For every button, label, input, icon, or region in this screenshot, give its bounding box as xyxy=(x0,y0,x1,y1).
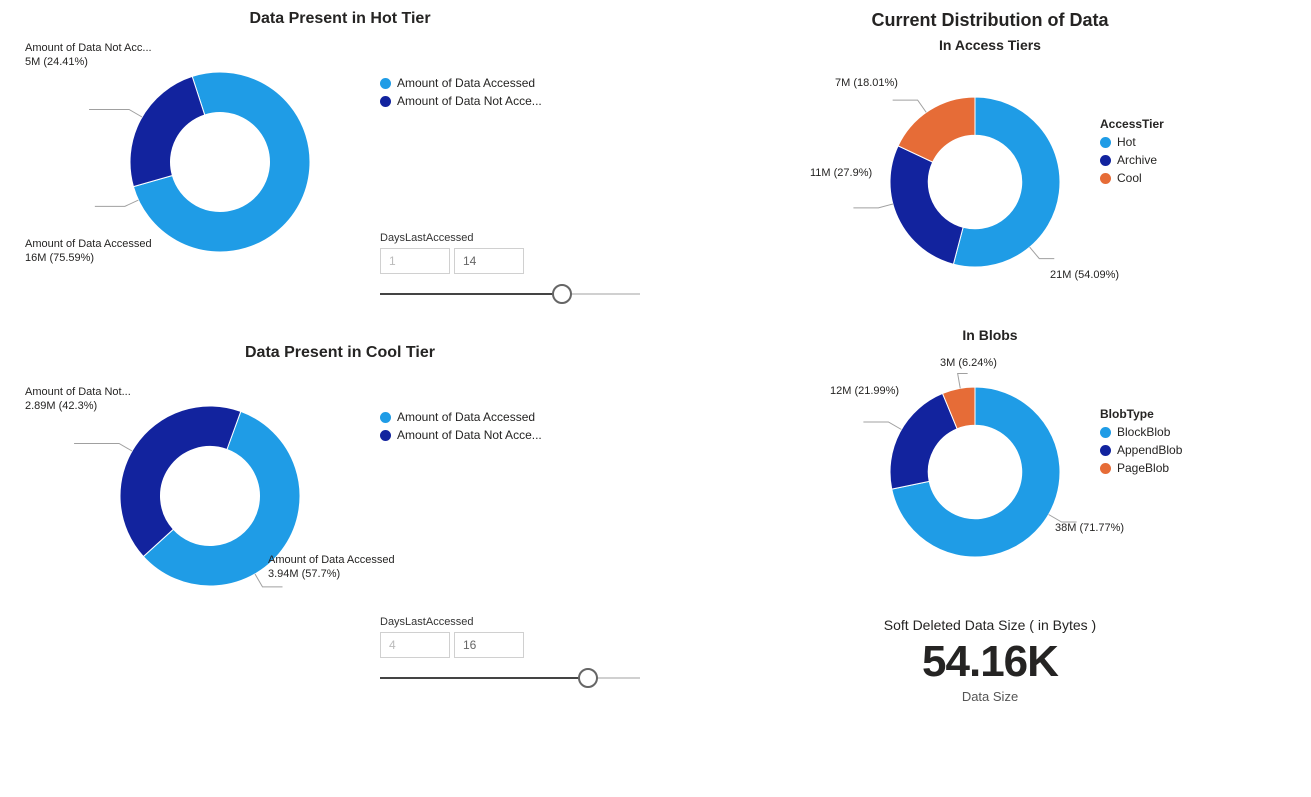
kpi-title: Soft Deleted Data Size ( in Bytes ) xyxy=(700,617,1280,633)
slider-fill xyxy=(380,677,588,679)
blobs-donut xyxy=(700,347,1100,587)
legend-label: Amount of Data Not Acce... xyxy=(397,94,542,108)
callout-blobs-append: 12M (21.99%) xyxy=(830,385,899,399)
blobs-title: In Blobs xyxy=(700,327,1280,343)
slider-max-input[interactable] xyxy=(454,248,524,274)
slider-thumb[interactable] xyxy=(578,668,598,688)
legend-swatch xyxy=(1100,463,1111,474)
donut-slice-archive[interactable] xyxy=(890,146,963,264)
distribution-title: Current Distribution of Data xyxy=(700,10,1280,31)
slider-inputs xyxy=(380,248,640,274)
leader-line xyxy=(863,422,901,430)
legend-item-archive[interactable]: Archive xyxy=(1100,153,1164,167)
access-tiers-chart: In Access Tiers AccessTier Hot Archive xyxy=(700,37,1280,297)
slider-min-input[interactable] xyxy=(380,248,450,274)
access-tiers-title: In Access Tiers xyxy=(700,37,1280,53)
legend-swatch xyxy=(1100,173,1111,184)
callout-hot-notaccessed: Amount of Data Not Acc... 5M (24.41%) xyxy=(25,42,152,70)
hot-tier-legend: Amount of Data Accessed Amount of Data N… xyxy=(380,72,542,112)
kpi-value: 54.16K xyxy=(700,637,1280,687)
slider-fill xyxy=(380,293,562,295)
callout-blobs-block: 38M (71.77%) xyxy=(1055,522,1124,536)
soft-deleted-kpi: Soft Deleted Data Size ( in Bytes ) 54.1… xyxy=(700,617,1280,704)
callout-access-cool: 7M (18.01%) xyxy=(835,77,898,91)
access-tiers-legend: AccessTier Hot Archive Cool xyxy=(1100,117,1164,189)
callout-blobs-page: 3M (6.24%) xyxy=(940,357,997,371)
slider-thumb[interactable] xyxy=(552,284,572,304)
legend-label: Hot xyxy=(1117,135,1136,149)
hot-tier-chart: Data Present in Hot Tier Amount of Data … xyxy=(20,10,660,304)
legend-item-cool[interactable]: Cool xyxy=(1100,171,1164,185)
legend-item-hot[interactable]: Hot xyxy=(1100,135,1164,149)
legend-swatch xyxy=(1100,155,1111,166)
kpi-subtitle: Data Size xyxy=(700,689,1280,704)
leader-line xyxy=(853,204,892,208)
access-tiers-donut xyxy=(700,57,1100,297)
leader-line xyxy=(893,100,927,112)
legend-swatch xyxy=(1100,445,1111,456)
leader-line xyxy=(1049,515,1077,523)
leader-line xyxy=(89,110,142,118)
leader-line xyxy=(958,374,968,389)
blobs-legend: BlobType BlockBlob AppendBlob PageBlob xyxy=(1100,407,1182,479)
leader-line xyxy=(95,200,139,206)
legend-label: Archive xyxy=(1117,153,1157,167)
cool-tier-legend: Amount of Data Accessed Amount of Data N… xyxy=(380,406,542,446)
legend-title: BlobType xyxy=(1100,407,1182,421)
slider-track[interactable] xyxy=(380,284,640,304)
legend-swatch xyxy=(380,412,391,423)
legend-label: Amount of Data Accessed xyxy=(397,410,535,424)
hot-tier-title: Data Present in Hot Tier xyxy=(20,10,660,28)
hot-slider: DaysLastAccessed xyxy=(380,232,640,304)
legend-label: Amount of Data Not Acce... xyxy=(397,428,542,442)
legend-label: BlockBlob xyxy=(1117,425,1170,439)
slider-track[interactable] xyxy=(380,668,640,688)
callout-cool-accessed: Amount of Data Accessed 3.94M (57.7%) xyxy=(268,554,395,582)
dashboard: Data Present in Hot Tier Amount of Data … xyxy=(20,10,1291,718)
legend-item-not-accessed[interactable]: Amount of Data Not Acce... xyxy=(380,428,542,442)
slider-max-input[interactable] xyxy=(454,632,524,658)
slider-min-input[interactable] xyxy=(380,632,450,658)
legend-item-blockblob[interactable]: BlockBlob xyxy=(1100,425,1182,439)
leader-line xyxy=(74,444,132,452)
legend-label: Amount of Data Accessed xyxy=(397,76,535,90)
callout-cool-notaccessed: Amount of Data Not... 2.89M (42.3%) xyxy=(25,386,131,414)
legend-label: Cool xyxy=(1117,171,1142,185)
slider-inputs xyxy=(380,632,640,658)
legend-item-pageblob[interactable]: PageBlob xyxy=(1100,461,1182,475)
legend-swatch xyxy=(1100,427,1111,438)
legend-swatch xyxy=(380,430,391,441)
right-column: Current Distribution of Data In Access T… xyxy=(700,10,1280,718)
slider-label: DaysLastAccessed xyxy=(380,232,640,244)
callout-access-hot: 21M (54.09%) xyxy=(1050,269,1119,283)
cool-tier-chart: Data Present in Cool Tier Amount of Data… xyxy=(20,344,660,688)
cool-slider: DaysLastAccessed xyxy=(380,616,640,688)
legend-swatch xyxy=(380,96,391,107)
legend-title: AccessTier xyxy=(1100,117,1164,131)
legend-item-not-accessed[interactable]: Amount of Data Not Acce... xyxy=(380,94,542,108)
leader-line xyxy=(1030,247,1055,258)
legend-item-accessed[interactable]: Amount of Data Accessed xyxy=(380,410,542,424)
legend-swatch xyxy=(380,78,391,89)
cool-tier-title: Data Present in Cool Tier xyxy=(20,344,660,362)
donut-slice-not_accessed[interactable] xyxy=(130,76,205,186)
legend-swatch xyxy=(1100,137,1111,148)
legend-label: AppendBlob xyxy=(1117,443,1182,457)
donut-slice-not_accessed[interactable] xyxy=(120,406,241,557)
callout-access-archive: 11M (27.9%) xyxy=(810,167,872,181)
legend-item-appendblob[interactable]: AppendBlob xyxy=(1100,443,1182,457)
slider-label: DaysLastAccessed xyxy=(380,616,640,628)
blobs-chart: In Blobs BlobType BlockBlob AppendBlob xyxy=(700,327,1280,587)
legend-label: PageBlob xyxy=(1117,461,1169,475)
left-column: Data Present in Hot Tier Amount of Data … xyxy=(20,10,660,718)
callout-hot-accessed: Amount of Data Accessed 16M (75.59%) xyxy=(25,238,152,266)
donut-slice-append[interactable] xyxy=(890,393,957,489)
legend-item-accessed[interactable]: Amount of Data Accessed xyxy=(380,76,542,90)
